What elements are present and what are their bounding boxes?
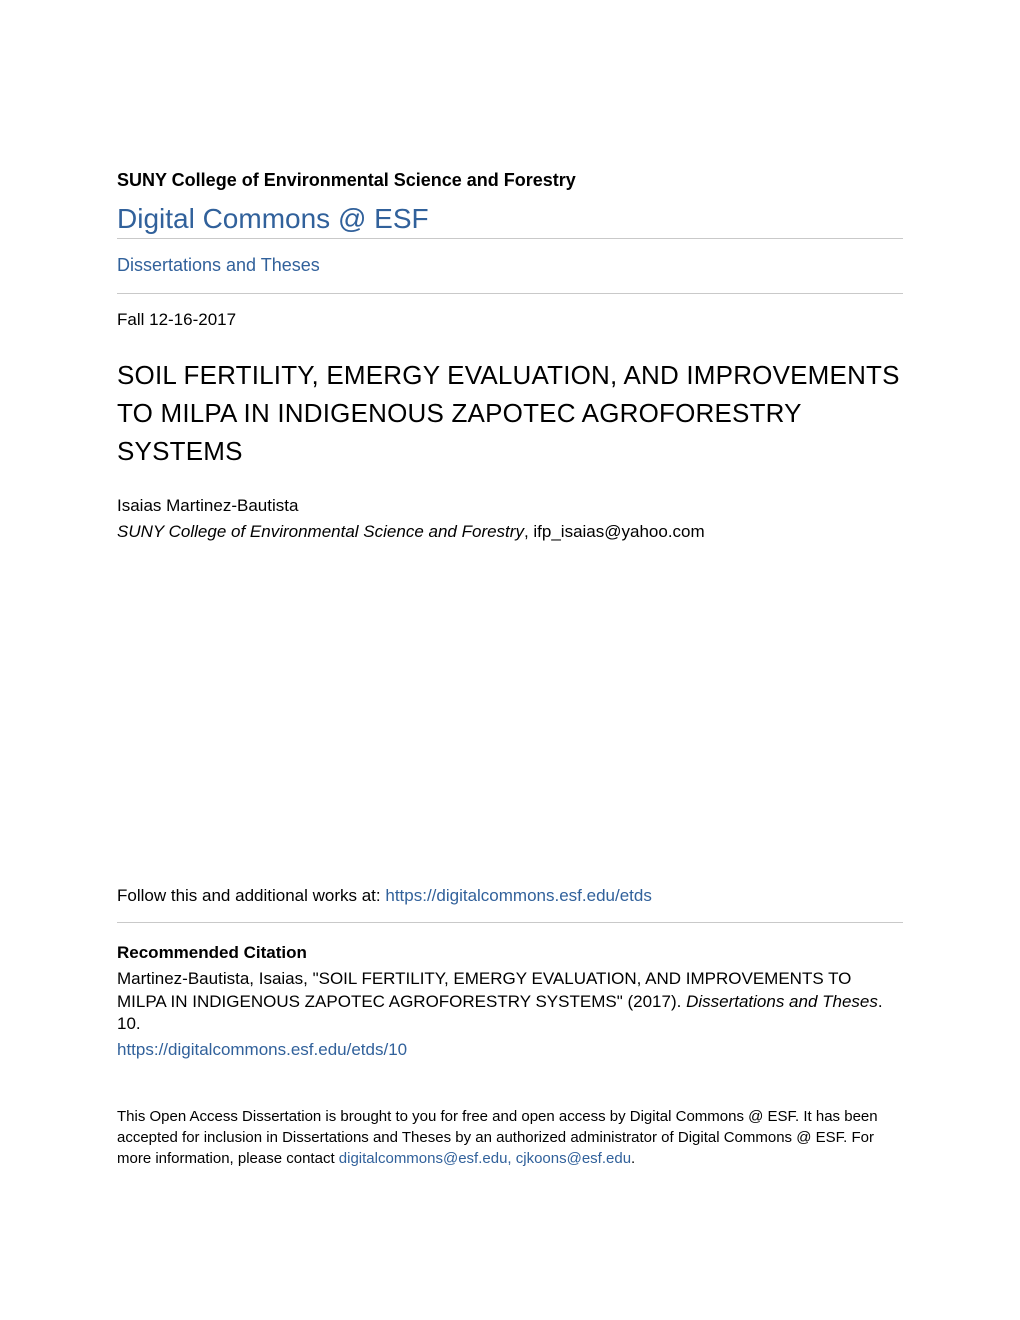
recommended-citation-heading: Recommended Citation	[117, 923, 903, 965]
follow-prefix: Follow this and additional works at:	[117, 886, 385, 905]
follow-line: Follow this and additional works at: htt…	[117, 884, 903, 922]
follow-link[interactable]: https://digitalcommons.esf.edu/etds	[385, 886, 651, 905]
author-affiliation: SUNY College of Environmental Science an…	[117, 522, 524, 541]
citation-url[interactable]: https://digitalcommons.esf.edu/etds/10	[117, 1038, 903, 1062]
footer-period: .	[631, 1150, 635, 1167]
recommended-citation-text: Martinez-Bautista, Isaias, "SOIL FERTILI…	[117, 968, 903, 1037]
collection-link[interactable]: Dissertations and Theses	[117, 239, 903, 292]
author-name: Isaias Martinez-Bautista	[117, 494, 903, 518]
author-email: , ifp_isaias@yahoo.com	[524, 522, 705, 541]
contact-emails-link[interactable]: digitalcommons@esf.edu, cjkoons@esf.edu	[339, 1150, 631, 1167]
access-statement: This Open Access Dissertation is brought…	[117, 1106, 903, 1169]
publication-date: Fall 12-16-2017	[117, 294, 903, 358]
citation-series: Dissertations and Theses	[686, 992, 878, 1011]
site-name-link[interactable]: Digital Commons @ ESF	[117, 203, 429, 234]
institution-name: SUNY College of Environmental Science an…	[117, 168, 903, 193]
work-title: SOIL FERTILITY, EMERGY EVALUATION, AND I…	[117, 357, 903, 470]
author-affiliation-line: SUNY College of Environmental Science an…	[117, 520, 903, 544]
